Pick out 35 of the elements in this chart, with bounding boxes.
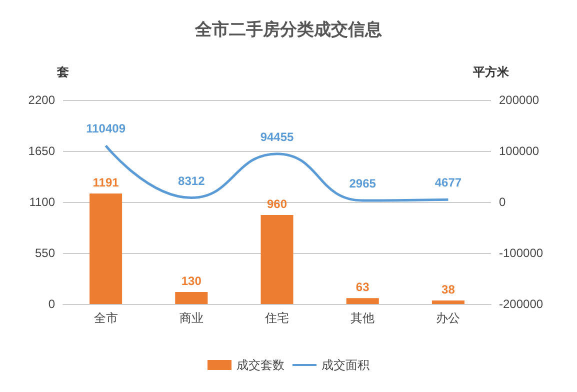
data-label: 1191	[92, 176, 120, 190]
data-label: 130	[181, 274, 202, 288]
data-label: 38	[442, 282, 456, 296]
bar	[90, 194, 122, 304]
data-label: 2965	[349, 176, 376, 190]
y2-axis-title: 平方米	[472, 65, 510, 79]
bar	[432, 300, 464, 304]
y2-tick-label: 200000	[499, 93, 540, 107]
legend-label: 成交套数	[236, 358, 284, 372]
bar	[260, 214, 294, 304]
y2-tick-label: 0	[499, 195, 506, 209]
data-label: 63	[356, 280, 370, 294]
x-tick-label: 全市	[94, 311, 118, 325]
y-tick-label: 0	[48, 297, 56, 311]
y2-tick-label: -200000	[499, 297, 544, 311]
legend-label: 成交面积	[322, 358, 370, 372]
data-label: 960	[266, 196, 288, 211]
x-tick-label: 住宅	[264, 311, 289, 325]
y-tick-label: 550	[34, 246, 56, 260]
bar	[175, 292, 208, 304]
data-label: 94455	[260, 130, 294, 144]
y-axis-title: 套	[56, 65, 69, 79]
y2-tick-label: 100000	[499, 144, 540, 158]
x-tick-label: 商业	[179, 311, 204, 325]
x-tick-label: 其他	[350, 311, 375, 325]
y2-tick-label: -100000	[499, 246, 544, 260]
y-tick-label: 2200	[28, 93, 56, 107]
data-label: 110409	[86, 122, 126, 136]
y-tick-label: 1650	[28, 144, 56, 158]
data-label: 8312	[178, 174, 206, 188]
chart-title: 全市二手房分类成交信息	[194, 20, 382, 39]
bar	[346, 298, 379, 304]
x-tick-label: 办公	[436, 311, 460, 325]
y-tick-label: 1100	[29, 195, 56, 209]
data-label: 4677	[434, 176, 462, 190]
